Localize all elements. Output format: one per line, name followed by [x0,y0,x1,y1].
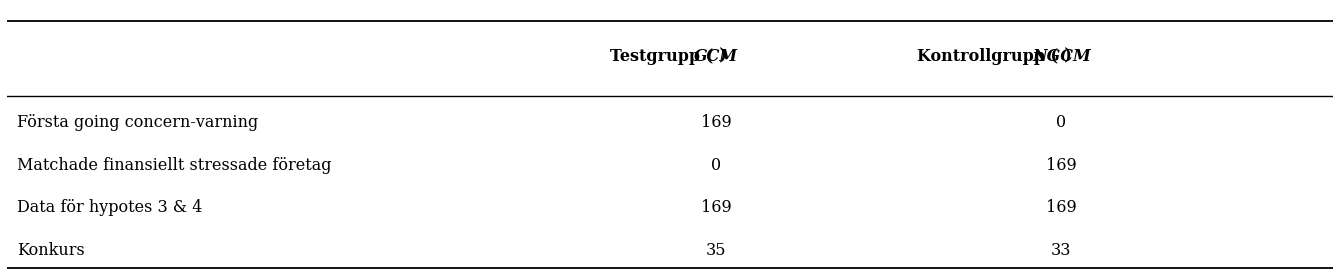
Text: 0: 0 [711,157,721,174]
Text: ): ) [1061,47,1071,65]
Text: Matchade finansiellt stressade företag: Matchade finansiellt stressade företag [17,157,331,174]
Text: 0: 0 [1057,115,1066,131]
Text: 35: 35 [707,242,727,259]
Text: 169: 169 [701,115,732,131]
Text: Första going concern-varning: Första going concern-varning [17,115,259,131]
Text: Testgrupp (: Testgrupp ( [611,47,716,65]
Text: Kontrollgrupp (: Kontrollgrupp ( [916,47,1061,65]
Text: 169: 169 [701,199,732,216]
Text: Data för hypotes 3 & 4: Data för hypotes 3 & 4 [17,199,203,216]
Text: Konkurs: Konkurs [17,242,86,259]
Text: 169: 169 [1046,157,1077,174]
Text: 169: 169 [1046,199,1077,216]
Text: ): ) [716,47,727,65]
Text: NGCM: NGCM [1031,47,1090,65]
Text: GCM: GCM [695,47,739,65]
Text: 33: 33 [1051,242,1071,259]
